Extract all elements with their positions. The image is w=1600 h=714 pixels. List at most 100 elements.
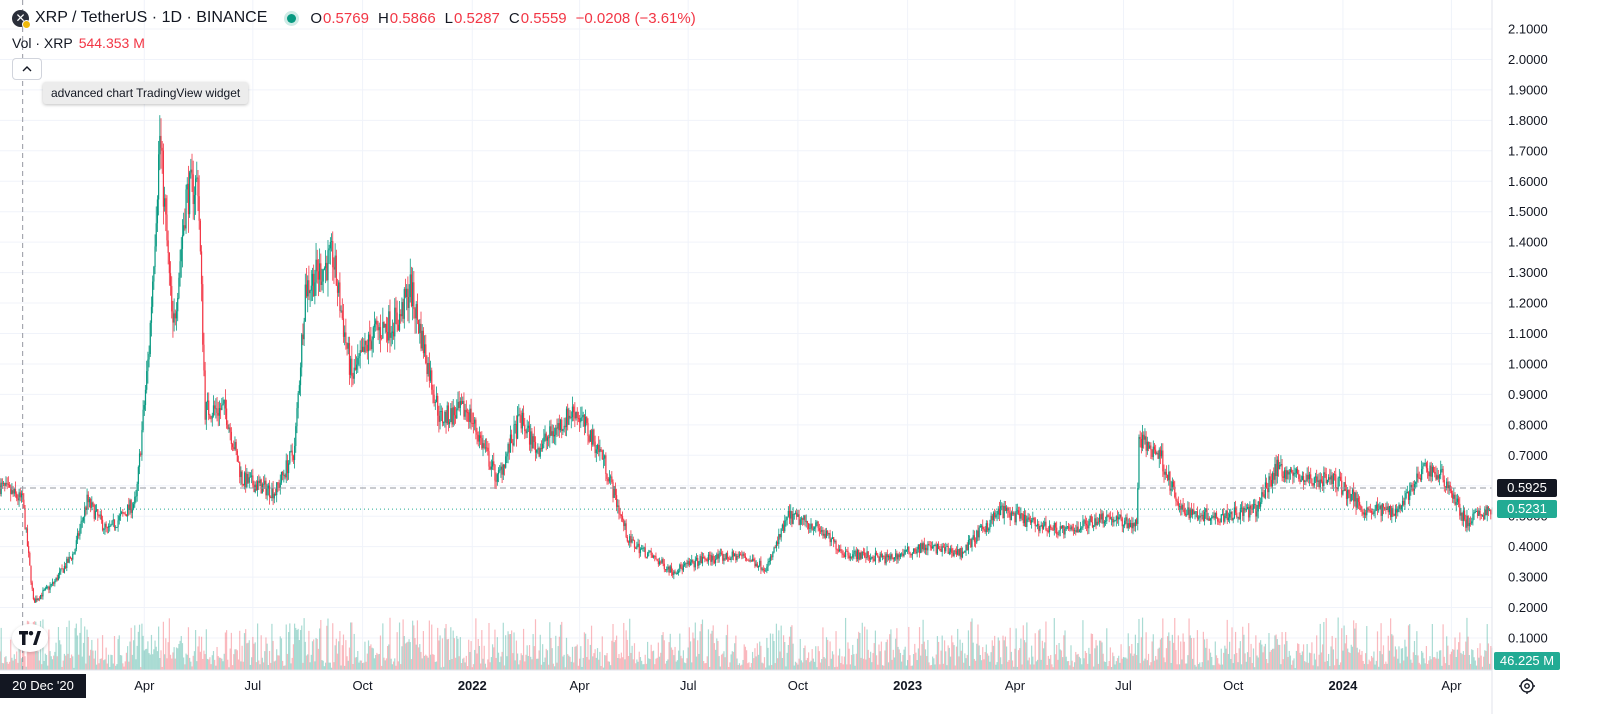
candle-body — [703, 557, 705, 558]
tradingview-logo-icon[interactable] — [12, 624, 48, 652]
candle-body — [86, 494, 88, 510]
volume-bar — [44, 653, 46, 670]
volume-bar — [1150, 662, 1152, 670]
volume-bar — [428, 620, 430, 670]
symbol-title[interactable]: XRP / TetherUS · 1D · BINANCE — [35, 9, 268, 26]
volume-bar — [830, 658, 832, 670]
candle-body — [985, 523, 987, 533]
volume-bar — [427, 657, 429, 670]
volume-bar — [360, 660, 362, 670]
volume-bar — [1212, 665, 1214, 670]
candle-body — [1351, 489, 1354, 495]
candle-body — [644, 547, 646, 557]
volume-bar — [982, 647, 984, 670]
volume-bar — [761, 662, 763, 670]
candle-body — [954, 550, 956, 552]
volume-bar — [1059, 649, 1061, 670]
volume-bar — [1008, 660, 1010, 670]
volume-bar — [394, 658, 396, 670]
candle-body — [1385, 508, 1387, 511]
candle-body — [1418, 477, 1420, 479]
volume-bar — [942, 663, 944, 670]
volume-bar — [6, 661, 8, 670]
volume-bar — [952, 642, 954, 670]
volume-bar — [552, 663, 554, 670]
candle-body — [881, 555, 884, 557]
volume-bar — [1486, 624, 1488, 670]
candle-body — [440, 411, 442, 412]
candle-body — [816, 521, 818, 523]
candle-body — [431, 370, 433, 390]
volume-bar — [1112, 652, 1114, 670]
xrp-logo-icon[interactable]: ✕ — [12, 9, 31, 29]
volume-bar — [917, 648, 919, 670]
volume-bar — [890, 629, 892, 670]
candle-body — [340, 310, 342, 312]
volume-label[interactable]: Vol · XRP — [12, 35, 73, 51]
volume-bar — [264, 651, 266, 670]
volume-bar — [1094, 648, 1096, 670]
tradingview-glyph — [19, 631, 41, 645]
volume-bar — [205, 629, 207, 670]
candle-body — [612, 482, 614, 498]
candle-body — [1206, 508, 1208, 520]
candle-body — [1014, 513, 1016, 523]
candle-body — [384, 323, 386, 328]
volume-bar — [469, 651, 471, 670]
candle-body — [921, 543, 923, 550]
volume-bar — [8, 661, 11, 670]
collapse-legend-button[interactable] — [12, 58, 42, 80]
candle-body — [485, 447, 488, 449]
candle-body — [1029, 520, 1032, 523]
candle-body — [996, 514, 998, 516]
candle-body — [589, 430, 591, 442]
volume-bar — [1102, 653, 1104, 670]
volume-bar — [738, 663, 741, 670]
volume-bar — [334, 645, 336, 670]
volume-bar — [1458, 642, 1460, 670]
volume-bar — [797, 664, 799, 670]
candle-body — [441, 411, 444, 423]
candle-body — [212, 405, 215, 416]
volume-bar — [1007, 661, 1009, 670]
volume-bar — [1195, 666, 1197, 670]
volume-bar — [190, 661, 192, 670]
volume-bar — [406, 642, 408, 670]
volume-bar — [350, 622, 352, 670]
volume-bar — [1033, 664, 1035, 670]
candle-body — [453, 407, 455, 416]
volume-bar — [196, 661, 198, 670]
volume-bar — [757, 654, 760, 670]
volume-bar — [1003, 640, 1005, 670]
volume-bar — [660, 652, 662, 670]
volume-bar — [60, 644, 62, 670]
candle-body — [1047, 530, 1049, 533]
candle-body — [939, 549, 941, 550]
candle-body — [509, 434, 512, 453]
candle-body — [1347, 490, 1349, 499]
volume-bar — [1180, 641, 1182, 670]
candle-body — [841, 550, 843, 554]
volume-bar — [605, 655, 607, 670]
chart-settings-button[interactable] — [1512, 672, 1542, 700]
candle-body — [81, 520, 83, 522]
volume-bar — [100, 658, 102, 670]
volume-bar — [130, 627, 132, 670]
candle-body — [907, 546, 909, 550]
volume-bar — [964, 653, 966, 670]
volume-bar — [313, 639, 315, 670]
volume-bar — [185, 653, 187, 670]
candle-body — [1370, 511, 1373, 513]
volume-bar — [159, 658, 161, 670]
volume-bar — [517, 653, 519, 670]
candle-body — [1411, 484, 1413, 489]
volume-bar — [493, 647, 495, 670]
candle-body — [396, 312, 398, 325]
volume-bar — [530, 656, 532, 670]
volume-bar — [762, 663, 764, 670]
volume-bar — [69, 658, 71, 670]
candle-body — [209, 414, 211, 419]
volume-bar — [1035, 661, 1038, 670]
candle-body — [1287, 470, 1289, 475]
